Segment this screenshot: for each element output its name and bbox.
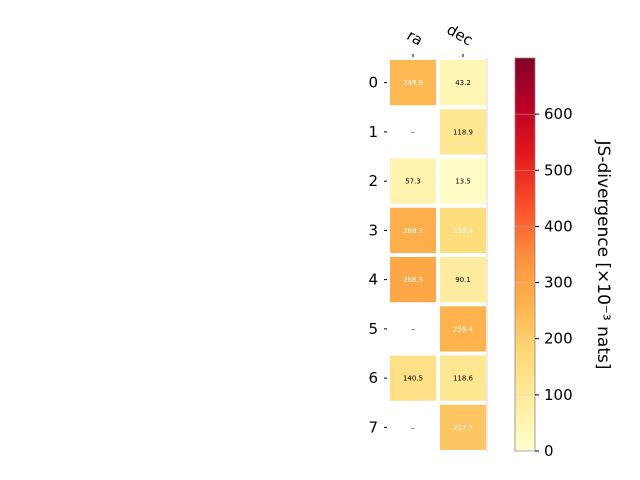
y-tick-label: 2 [368, 172, 378, 190]
cell-value-label: 259.4 [453, 325, 474, 333]
cell-value-label: 118.6 [453, 375, 474, 383]
cell-value-label: – [411, 424, 415, 432]
cell-value-label: 288.5 [403, 276, 423, 284]
heatmap-cell [440, 60, 486, 106]
heatmap-grid: 249.8 43.2 – 118.9 57.3 13.5 268.7 159.4 288.5 90… [390, 58, 488, 452]
y-tick-label: 5 [368, 320, 378, 338]
cell-value-label: 159.4 [453, 227, 474, 235]
heatmap-cell [390, 257, 436, 303]
cell-value-label: 43.2 [455, 79, 471, 87]
cell-value-label: 90.1 [455, 276, 471, 284]
heatmap-cell [440, 109, 486, 155]
cell-value-label: 249.8 [403, 79, 423, 87]
y-tick-label: 7 [368, 418, 378, 436]
heatmap-cell [440, 306, 486, 352]
heatmap-cell [440, 158, 486, 204]
colorbar-tick-label: 600 [544, 105, 573, 123]
heatmap-cell [390, 60, 436, 106]
cell-value-label: – [411, 325, 415, 333]
y-tick-label: 6 [368, 369, 378, 387]
colorbar-tick-label: 100 [544, 386, 573, 404]
x-tick-label: dec [444, 20, 476, 49]
y-tick-label: 3 [368, 221, 378, 239]
colorbar: 0 100 200 300 400 500 600 [514, 57, 573, 460]
heatmap-cell [440, 404, 486, 450]
cell-value-label: 13.5 [455, 178, 471, 186]
colorbar-tick-label: 200 [544, 330, 573, 348]
colorbar-tick-label: 400 [544, 217, 573, 235]
cell-value-label: 268.7 [403, 227, 423, 235]
x-axis: ra dec [404, 20, 476, 57]
heatmap-cell [440, 257, 486, 303]
heatmap-cell [390, 158, 436, 204]
y-tick-label: 0 [368, 74, 378, 92]
heatmap-cell [440, 207, 486, 253]
cell-value-label: 140.5 [403, 375, 423, 383]
cell-value-label: – [411, 128, 415, 136]
colorbar-label: JS-divergence [×10⁻³ nats] [593, 140, 613, 370]
colorbar-tick-label: 0 [544, 442, 554, 460]
cell-value-label: 118.9 [453, 128, 473, 136]
y-tick-label: 4 [368, 271, 378, 289]
cell-value-label: 217.7 [453, 424, 473, 432]
colorbar-tick-label: 300 [544, 274, 573, 292]
heatmap-cell [390, 355, 436, 401]
cell-value-label: 57.3 [405, 178, 421, 186]
x-tick-label: ra [404, 26, 426, 49]
colorbar-tick-label: 500 [544, 161, 573, 179]
y-axis: 0 1 2 3 4 5 6 7 [368, 74, 387, 436]
colorbar-gradient [514, 57, 536, 452]
heatmap-cell [440, 355, 486, 401]
y-tick-label: 1 [368, 123, 378, 141]
heatmap-cell [390, 207, 436, 253]
